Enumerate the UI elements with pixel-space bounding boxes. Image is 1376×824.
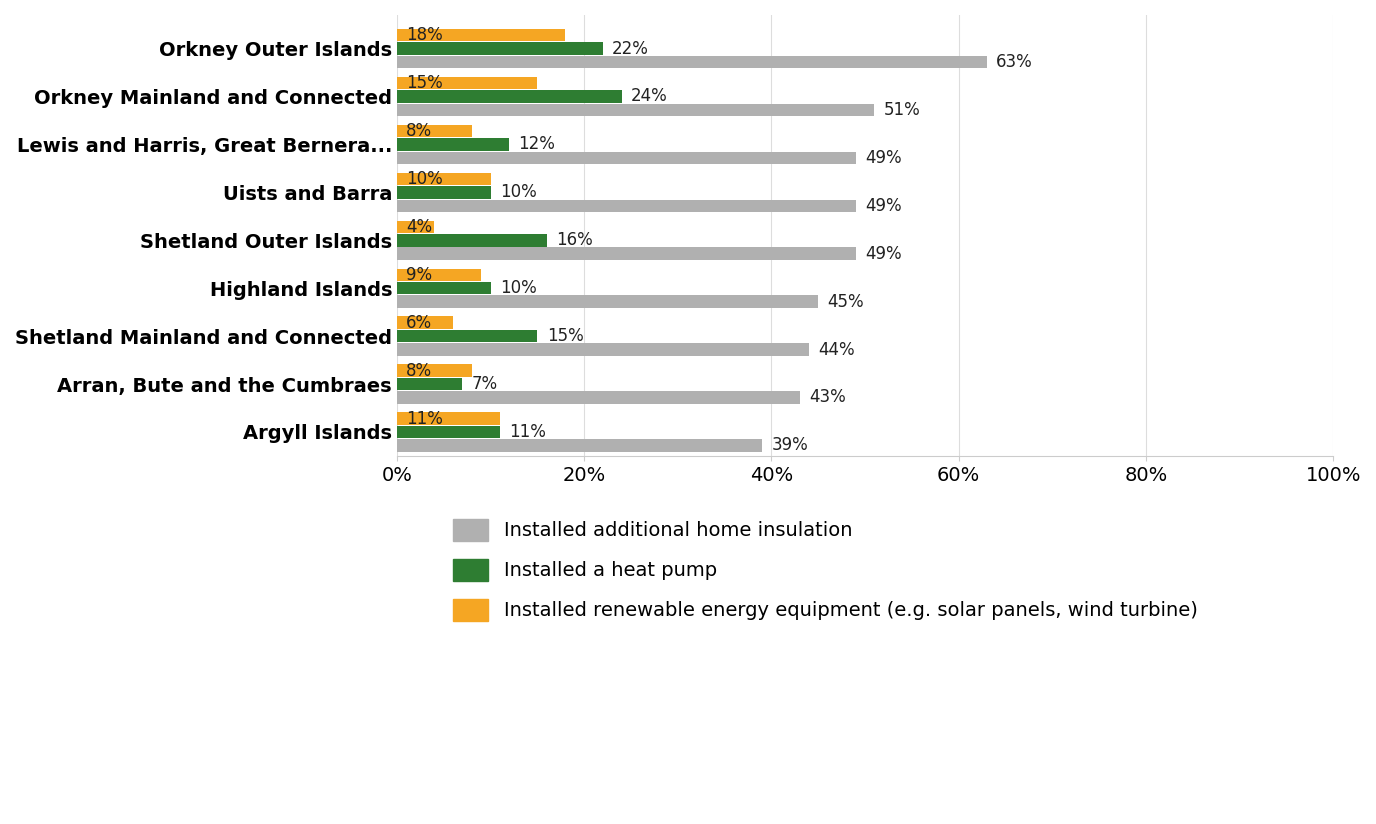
Bar [396,234,546,246]
Bar [396,199,856,212]
Bar [396,282,490,294]
Text: 51%: 51% [883,101,921,119]
Bar [396,247,856,260]
Text: 49%: 49% [866,149,901,166]
Bar [396,124,472,138]
Text: 49%: 49% [866,245,901,263]
Text: 63%: 63% [996,53,1033,71]
Text: 10%: 10% [499,184,537,201]
Text: 10%: 10% [499,279,537,297]
Bar [396,56,987,68]
Text: 39%: 39% [772,437,808,454]
Text: 43%: 43% [809,388,846,406]
Text: 8%: 8% [406,122,432,140]
Text: 10%: 10% [406,170,443,188]
Bar [396,173,490,185]
Text: 15%: 15% [406,74,443,92]
Bar [396,138,509,151]
Bar [396,104,874,116]
Text: 11%: 11% [509,423,546,441]
Text: 6%: 6% [406,314,432,332]
Legend: Installed additional home insulation, Installed a heat pump, Installed renewable: Installed additional home insulation, In… [454,518,1198,621]
Text: 8%: 8% [406,362,432,380]
Bar [396,391,799,404]
Bar [396,426,499,438]
Bar [396,378,462,391]
Bar [396,186,490,199]
Text: 9%: 9% [406,266,432,283]
Bar [396,221,435,233]
Bar [396,412,499,425]
Bar [396,91,622,103]
Bar [396,152,856,164]
Bar [396,77,537,89]
Text: 22%: 22% [612,40,649,58]
Text: 12%: 12% [519,135,556,153]
Text: 7%: 7% [472,375,498,393]
Bar [396,344,809,356]
Text: 4%: 4% [406,218,432,236]
Text: 44%: 44% [819,340,854,358]
Bar [396,29,566,41]
Bar [396,330,537,342]
Text: 11%: 11% [406,410,443,428]
Text: 45%: 45% [827,293,864,311]
Text: 49%: 49% [866,197,901,215]
Text: 16%: 16% [556,232,593,250]
Bar [396,316,453,329]
Bar [396,295,819,308]
Bar [396,42,603,54]
Text: 24%: 24% [632,87,667,105]
Text: 18%: 18% [406,26,443,44]
Text: 15%: 15% [546,327,583,345]
Bar [396,269,482,281]
Bar [396,439,762,452]
Bar [396,364,472,377]
